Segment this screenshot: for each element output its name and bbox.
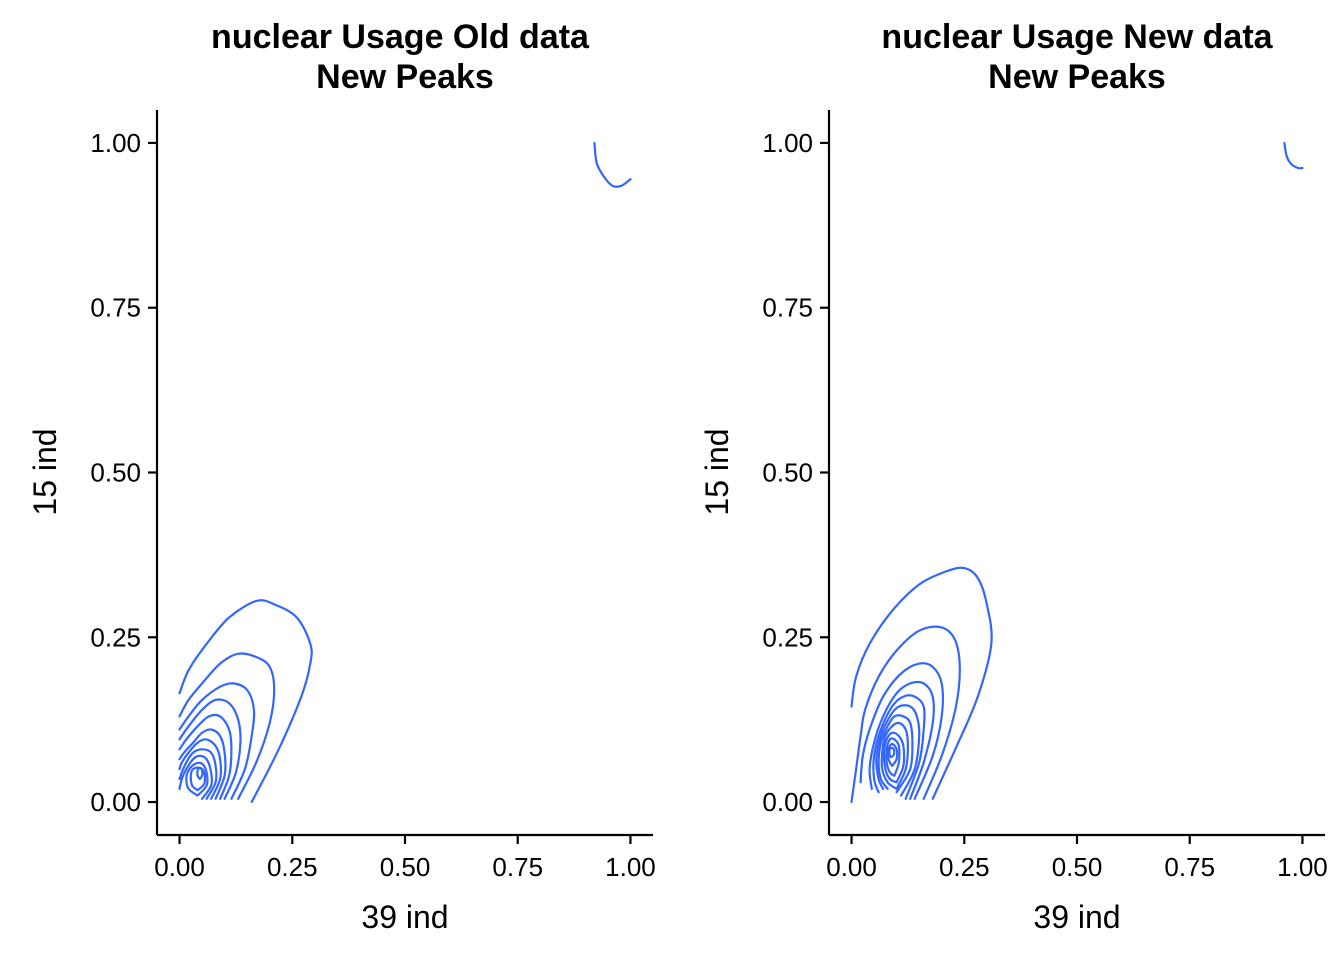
right-y-tick-label: 0.75 — [762, 293, 813, 323]
right-contour-line — [882, 731, 906, 784]
right-x-tick-label: 0.75 — [1164, 852, 1215, 882]
right-y-axis-label: 15 ind — [699, 428, 735, 515]
left-contour-line — [178, 754, 214, 800]
left-contour-line — [178, 652, 276, 800]
right-contour-line — [888, 746, 896, 759]
right-y-tick-label: 0.25 — [762, 622, 813, 652]
left-x-tick-label: 0.00 — [154, 852, 205, 882]
left-x-tick-label: 0.75 — [492, 852, 543, 882]
right-contour-line — [868, 680, 935, 800]
left-contour-line — [185, 761, 209, 797]
left-contour-line — [178, 728, 227, 800]
left-title-line-1: nuclear Usage Old data — [211, 18, 590, 56]
left-y-axis-label: 15 ind — [27, 428, 63, 515]
right-contour-line — [877, 714, 914, 794]
right-y-tick-label: 0.50 — [762, 458, 813, 488]
left-x-axis-label: 39 ind — [361, 899, 448, 935]
left-title-line-2: New Peaks — [316, 58, 494, 96]
left-contour-line — [196, 766, 204, 781]
right-panel: nuclear Usage New data New Peaks 39 ind … — [699, 18, 1328, 935]
right-contour-line — [885, 737, 901, 777]
right-x-tick-label: 0.50 — [1052, 852, 1103, 882]
right-contour-line — [886, 742, 899, 767]
right-x-axis-label: 39 ind — [1033, 899, 1120, 935]
right-contour-line — [850, 625, 961, 804]
left-y-tick-label: 0.00 — [90, 787, 141, 817]
left-contour-line — [178, 738, 223, 800]
right-plot-marks: 0.00 0.25 0.50 0.75 1.00 0.00 0.25 0.50 0.75 1.00 — [762, 110, 1328, 882]
left-y-tick-label: 1.00 — [90, 128, 141, 158]
right-x-tick-label: 1.00 — [1277, 852, 1328, 882]
right-x-tick-label: 0.00 — [826, 852, 877, 882]
left-y-tick-label: 0.75 — [90, 293, 141, 323]
left-contour-line — [189, 766, 207, 792]
left-y-tick-label: 0.50 — [90, 458, 141, 488]
left-x-tick-label: 1.00 — [605, 852, 656, 882]
right-contour-line — [875, 704, 921, 797]
left-contour-line — [178, 748, 218, 800]
left-contour-line — [178, 682, 256, 800]
right-title-line-2: New Peaks — [988, 58, 1166, 96]
left-panel: nuclear Usage Old data New Peaks 39 ind … — [27, 18, 656, 935]
right-contour-line — [850, 566, 993, 800]
right-contour-line — [872, 694, 926, 800]
left-contour-line — [178, 698, 242, 800]
right-title-line-1: nuclear Usage New data — [881, 18, 1273, 56]
right-contour-line — [859, 662, 944, 800]
left-contour-line — [593, 141, 632, 188]
right-x-tick-label: 0.25 — [939, 852, 990, 882]
left-plot-marks: 0.00 0.25 0.50 0.75 1.00 0.00 0.25 0.50 0.75 1.00 — [90, 110, 656, 882]
left-x-tick-label: 0.25 — [267, 852, 318, 882]
left-contour-line — [178, 713, 233, 800]
right-y-tick-label: 1.00 — [762, 128, 813, 158]
left-contour-line — [178, 599, 313, 804]
left-x-tick-label: 0.50 — [380, 852, 431, 882]
right-contour-line — [1283, 141, 1304, 170]
left-y-tick-label: 0.25 — [90, 622, 141, 652]
right-contour-line — [880, 721, 909, 790]
right-y-tick-label: 0.00 — [762, 787, 813, 817]
